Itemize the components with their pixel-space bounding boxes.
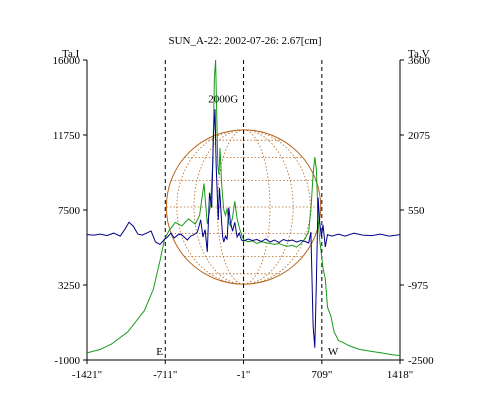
y-right-tick-label: -2500 xyxy=(408,355,434,367)
limb-marker-label: E xyxy=(156,346,163,358)
x-tick-label: -1421" xyxy=(72,369,102,381)
x-tick-label: -1" xyxy=(237,369,251,381)
series-line-right xyxy=(86,109,401,348)
x-tick-label: 1418" xyxy=(387,369,414,381)
tick-labels: -1421" -711" -1" 709" 1418" 16000 11750 7500 325… xyxy=(53,55,435,381)
annotations: 2000G xyxy=(208,93,238,105)
y-left-tick-label: 16000 xyxy=(53,55,81,67)
longitude-line xyxy=(243,129,271,285)
longitude-line xyxy=(176,129,244,285)
chart-title: SUN_A-22: 2002-07-26: 2.67[cm] xyxy=(168,35,321,47)
y-right-tick-label: 2075 xyxy=(408,130,431,142)
y-left-tick-label: -1000 xyxy=(54,355,80,367)
longitude-line xyxy=(243,129,311,285)
y-right-axis-label: Ta,V xyxy=(408,48,430,60)
y-right-tick-label: 550 xyxy=(408,205,425,217)
x-tick-label: -711" xyxy=(153,369,177,381)
y-left-axis-label: Ta,I xyxy=(62,48,80,60)
y-left-tick-label: 7500 xyxy=(58,205,81,217)
y-right-tick-label: 3600 xyxy=(408,55,431,67)
series-line-left xyxy=(86,59,401,357)
longitude-line xyxy=(216,129,244,285)
series-layer xyxy=(86,59,401,357)
limb-marker-label: W xyxy=(328,346,339,358)
y-left-tick-label: 3250 xyxy=(58,280,81,292)
y-right-tick-label: -975 xyxy=(408,280,429,292)
x-tick-label: 709" xyxy=(311,369,332,381)
y-left-tick-label: 11750 xyxy=(53,130,81,142)
annotation-label: 2000G xyxy=(208,93,238,105)
